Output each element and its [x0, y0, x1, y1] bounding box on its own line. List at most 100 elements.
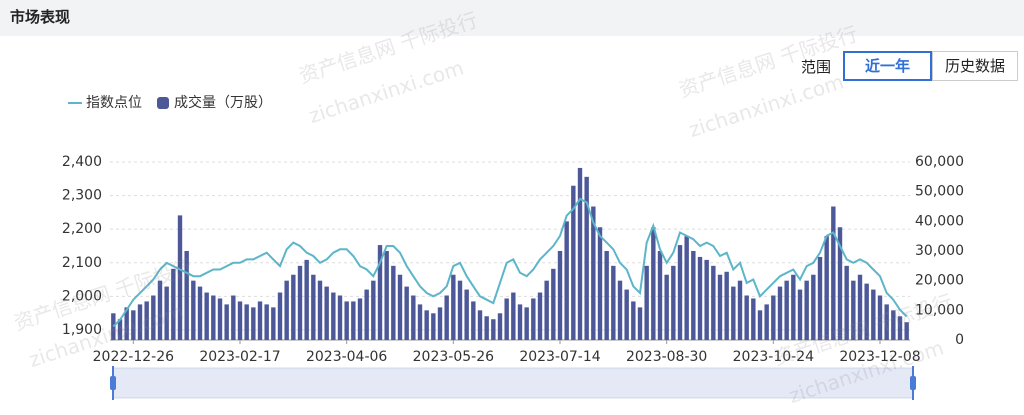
y-tick-label: 2,000	[62, 288, 102, 304]
y2-tick-label: 40,000	[915, 213, 964, 229]
volume-bar	[597, 227, 603, 340]
volume-bar	[724, 271, 729, 340]
volume-bar	[437, 307, 443, 340]
volume-bar	[311, 274, 316, 340]
volume-bar	[151, 295, 156, 340]
x-tick-label: 2023-05-26	[413, 349, 494, 365]
y2-tick-label: 60,000	[915, 154, 964, 170]
volume-bar	[537, 292, 543, 340]
x-tick-label: 2023-12-08	[839, 349, 920, 365]
volume-bar	[137, 304, 143, 340]
volume-bar	[304, 259, 309, 340]
volume-bar	[117, 319, 123, 340]
volume-bar	[471, 301, 476, 340]
volume-bar	[524, 307, 529, 340]
y2-tick-label: 50,000	[915, 184, 964, 200]
volume-bar	[344, 301, 349, 340]
volume-bar	[757, 310, 763, 340]
legend-label: 成交量（万股）	[174, 94, 272, 111]
volume-bar	[591, 206, 596, 340]
volume-bar	[617, 280, 623, 340]
range-label: 范围	[800, 57, 831, 76]
volume-bar	[531, 298, 536, 340]
volume-bar	[637, 307, 643, 340]
volume-bar	[504, 298, 509, 340]
volume-bar	[324, 286, 329, 340]
y-tick-label: 2,400	[62, 154, 102, 170]
volume-bar	[864, 283, 869, 340]
y-tick-label: 1,900	[62, 322, 102, 338]
volume-bar	[737, 280, 743, 340]
volume-bar	[244, 304, 249, 340]
volume-bar	[844, 265, 849, 340]
volume-bar	[837, 227, 843, 340]
volume-bar	[557, 251, 563, 340]
volume-bar	[211, 295, 216, 340]
volume-bar	[424, 310, 429, 340]
volume-bar	[484, 316, 489, 340]
volume-bar	[184, 251, 189, 340]
volume-bar	[297, 265, 303, 340]
volume-bar	[777, 286, 783, 340]
volume-bar	[657, 251, 663, 340]
zoom-slider	[112, 367, 914, 399]
y2-tick-label: 30,000	[915, 243, 964, 259]
volume-bar	[577, 167, 583, 340]
volume-bar	[351, 301, 356, 340]
volume-bar	[884, 304, 889, 340]
y-tick-label: 2,200	[62, 221, 102, 237]
volume-bar	[464, 289, 469, 340]
volume-bar	[664, 274, 669, 340]
volume-bar	[731, 286, 736, 340]
volume-bar	[897, 316, 903, 340]
volume-bar	[271, 307, 276, 340]
volume-bar	[551, 268, 556, 340]
volume-bar	[331, 292, 336, 340]
x-tick-label: 2023-10-24	[733, 349, 814, 365]
volume-bar	[237, 301, 243, 340]
volume-bar	[384, 251, 389, 340]
volume-bar	[357, 298, 363, 340]
volume-bar	[144, 301, 149, 340]
volume-bar	[317, 280, 323, 340]
x-tick-label: 2023-07-14	[519, 349, 600, 365]
volume-bar	[337, 295, 343, 340]
volume-bar	[851, 280, 856, 340]
volume-bar	[744, 295, 749, 340]
zoom-handle[interactable]	[110, 376, 116, 390]
volume-bar	[411, 295, 416, 340]
volume-bar	[804, 280, 809, 340]
volume-bar	[377, 245, 383, 340]
volume-bar	[391, 265, 396, 340]
volume-bar	[191, 280, 196, 340]
volume-bar	[451, 274, 456, 340]
volume-bar	[404, 286, 409, 340]
volume-bar	[904, 322, 909, 340]
x-tick-label: 2023-08-30	[626, 349, 707, 365]
volume-bar	[624, 289, 629, 340]
volume-bar	[711, 265, 716, 340]
volume-bar	[544, 280, 549, 340]
zoom-handle[interactable]	[910, 376, 916, 390]
legend-icon	[157, 97, 169, 109]
y2-tick-label: 0	[955, 332, 964, 348]
volume-bar	[817, 256, 823, 340]
volume-bar	[797, 289, 803, 340]
x-tick-label: 2023-02-17	[199, 349, 280, 365]
volume-bar	[251, 307, 256, 340]
volume-bar	[111, 313, 116, 340]
range-controls: 范围 近一年 历史数据	[801, 51, 1018, 81]
volume-bar	[704, 259, 709, 340]
range-tab[interactable]: 历史数据	[931, 51, 1018, 81]
volume-bar	[431, 313, 436, 340]
volume-bar	[651, 227, 656, 340]
x-tick-label: 2022-12-26	[93, 349, 174, 365]
volume-bar	[364, 289, 369, 340]
volume-bar	[177, 215, 183, 340]
range-tab[interactable]: 近一年	[842, 51, 932, 81]
volume-bar	[397, 274, 403, 340]
volume-bar	[164, 286, 169, 340]
volume-bar	[444, 295, 449, 340]
volume-bar	[291, 274, 296, 340]
